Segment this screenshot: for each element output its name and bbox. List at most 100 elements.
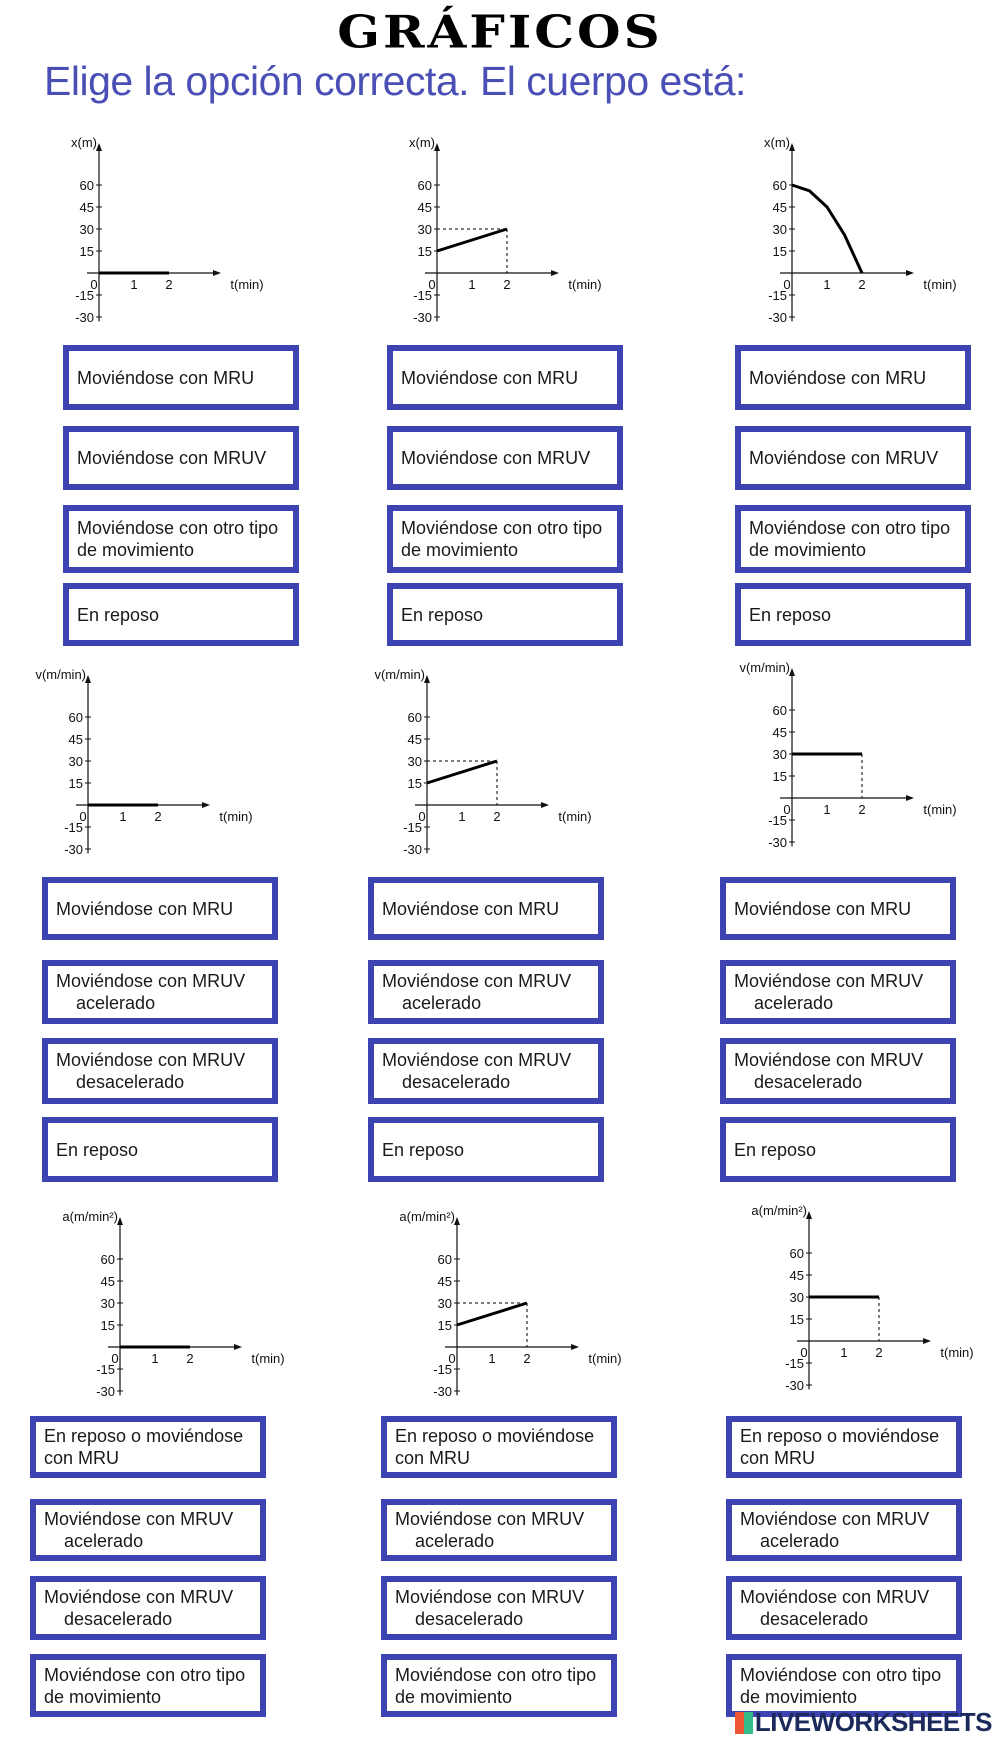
answer-option[interactable]: Moviéndose con MRUV acelerado (726, 1499, 962, 1561)
graph-1: x(m) t(min) 60 45 30 15 -15 -30 0 1 2 (71, 135, 264, 325)
answer-option[interactable]: Moviéndose con MRU (720, 877, 956, 940)
x-axis-arrow-icon (202, 802, 210, 808)
answer-option[interactable]: Moviéndose con MRU (42, 877, 278, 940)
answer-option[interactable]: Moviéndose con MRUV (735, 426, 971, 490)
answer-option[interactable]: Moviéndose con MRUV desacelerado (30, 1576, 266, 1640)
x-tick-label: 2 (503, 277, 510, 292)
answer-option[interactable]: Moviéndose con MRU (63, 345, 299, 410)
answer-option[interactable]: Moviéndose con otro tipo de movimiento (381, 1654, 617, 1717)
x-tick-label: 1 (488, 1351, 495, 1366)
y-tick-label: 15 (69, 776, 83, 791)
y-tick-label: 45 (101, 1274, 115, 1289)
y-tick-label: 15 (101, 1318, 115, 1333)
answer-option[interactable]: En reposo (368, 1117, 604, 1182)
x-tick-label: 2 (165, 277, 172, 292)
y-tick-label: 45 (80, 200, 94, 215)
y-tick-label: 45 (69, 732, 83, 747)
x-tick-label: 0 (448, 1351, 455, 1366)
y-axis-arrow-icon (789, 143, 795, 151)
x-axis-arrow-icon (551, 270, 559, 276)
answer-option[interactable]: Moviéndose con MRUV desacelerado (726, 1576, 962, 1640)
y-tick-label: -30 (433, 1384, 452, 1399)
y-tick-label: 15 (790, 1312, 804, 1327)
y-tick-label: 60 (80, 178, 94, 193)
y-tick-label: 60 (69, 710, 83, 725)
answer-option[interactable]: En reposo o moviéndose con MRU (30, 1416, 266, 1478)
y-tick-label: 45 (408, 732, 422, 747)
x-axis-label: t(min) (230, 277, 263, 292)
y-axis-label: a(m/min²) (399, 1209, 455, 1224)
x-tick-label: 2 (523, 1351, 530, 1366)
answer-option[interactable]: Moviéndose con otro tipo de movimiento (63, 505, 299, 573)
answer-option[interactable]: Moviéndose con MRU (368, 877, 604, 940)
page-title: GRÁFICOS (337, 4, 663, 59)
x-axis-arrow-icon (234, 1344, 242, 1350)
x-axis-label: t(min) (923, 802, 956, 817)
answer-option[interactable]: Moviéndose con MRUV desacelerado (381, 1576, 617, 1640)
answer-option[interactable]: En reposo (63, 583, 299, 646)
graph-9: a(m/min²) t(min) 60 45 30 15 -15 -30 0 1 2 (751, 1203, 973, 1393)
answer-option[interactable]: Moviéndose con MRUV (387, 426, 623, 490)
answer-option[interactable]: Moviéndose con MRUV acelerado (381, 1499, 617, 1561)
answer-option[interactable]: Moviéndose con MRUV desacelerado (368, 1038, 604, 1104)
answer-option[interactable]: Moviéndose con MRUV desacelerado (720, 1038, 956, 1104)
y-axis-label: a(m/min²) (62, 1209, 118, 1224)
graph-2: x(m) t(min) 60 45 30 15 -15 -30 0 1 2 (409, 135, 602, 325)
y-tick-label: 45 (773, 725, 787, 740)
y-tick-label: 60 (418, 178, 432, 193)
answer-option[interactable]: Moviéndose con otro tipo de movimiento (30, 1654, 266, 1717)
answer-option[interactable]: Moviéndose con MRUV acelerado (42, 960, 278, 1024)
x-tick-label: 0 (418, 809, 425, 824)
instructions: Elige la opción correcta. El cuerpo está… (44, 58, 746, 104)
y-axis-arrow-icon (117, 1217, 123, 1225)
x-tick-label: 1 (823, 802, 830, 817)
x-tick-label: 0 (783, 802, 790, 817)
answer-option[interactable]: Moviéndose con MRUV acelerado (720, 960, 956, 1024)
answer-option[interactable]: En reposo (720, 1117, 956, 1182)
x-tick-label: 2 (493, 809, 500, 824)
y-tick-label: -30 (768, 835, 787, 850)
answer-option[interactable]: Moviéndose con MRU (735, 345, 971, 410)
logo-icon (734, 1712, 753, 1734)
x-tick-label: 2 (154, 809, 161, 824)
answer-option[interactable]: Moviéndose con MRUV (63, 426, 299, 490)
x-axis-label: t(min) (251, 1351, 284, 1366)
answer-option[interactable]: Moviéndose con MRUV acelerado (30, 1499, 266, 1561)
y-tick-label: -15 (75, 288, 94, 303)
answer-option[interactable]: En reposo (387, 583, 623, 646)
x-tick-label: 1 (823, 277, 830, 292)
y-tick-label: 60 (438, 1252, 452, 1267)
y-tick-label: 45 (773, 200, 787, 215)
answer-option[interactable]: En reposo (42, 1117, 278, 1182)
answer-option[interactable]: En reposo o moviéndose con MRU (381, 1416, 617, 1478)
answer-option[interactable]: En reposo o moviéndose con MRU (726, 1416, 962, 1478)
y-axis-label: v(m/min) (374, 667, 425, 682)
x-tick-label: 2 (858, 277, 865, 292)
data-line (426, 759, 498, 785)
graph-8: a(m/min²) t(min) 60 45 30 15 -15 -30 0 1 2 (399, 1209, 621, 1399)
answer-option[interactable]: Moviéndose con otro tipo de movimiento (735, 505, 971, 573)
y-tick-label: 45 (790, 1268, 804, 1283)
y-tick-label: 60 (408, 710, 422, 725)
data-line (436, 227, 508, 253)
y-axis-label: x(m) (764, 135, 790, 150)
x-axis-arrow-icon (571, 1344, 579, 1350)
answer-option[interactable]: Moviéndose con otro tipo de movimiento (387, 505, 623, 573)
graph-5: v(m/min) t(min) 60 45 30 15 -15 -30 0 1 2 (374, 667, 591, 857)
y-tick-label: 15 (438, 1318, 452, 1333)
y-tick-label: 30 (418, 222, 432, 237)
y-tick-label: -30 (403, 842, 422, 857)
answer-option[interactable]: Moviéndose con MRUV desacelerado (42, 1038, 278, 1104)
answer-option[interactable]: Moviéndose con MRUV acelerado (368, 960, 604, 1024)
x-tick-label: 0 (79, 809, 86, 824)
y-tick-label: 30 (773, 222, 787, 237)
answer-option[interactable]: Moviéndose con otro tipo de movimiento (726, 1654, 962, 1717)
y-tick-label: 30 (80, 222, 94, 237)
y-tick-label: 15 (80, 244, 94, 259)
y-tick-label: -15 (403, 820, 422, 835)
graph-6: v(m/min) t(min) 60 45 30 15 -15 -30 0 1 2 (739, 660, 956, 850)
graph-7: a(m/min²) t(min) 60 45 30 15 -15 -30 0 1 2 (62, 1209, 284, 1399)
y-axis-label: v(m/min) (35, 667, 86, 682)
answer-option[interactable]: Moviéndose con MRU (387, 345, 623, 410)
answer-option[interactable]: En reposo (735, 583, 971, 646)
